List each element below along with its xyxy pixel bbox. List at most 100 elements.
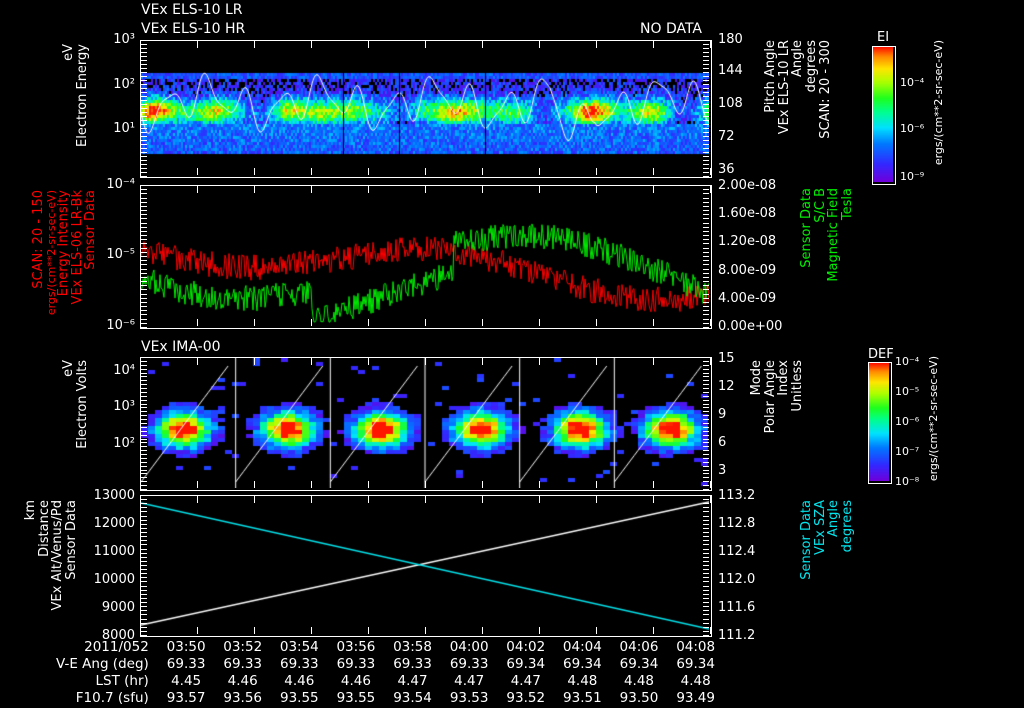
colorbar-ei-title: EI bbox=[877, 30, 890, 45]
time-row-label: 2011/052 bbox=[84, 638, 149, 655]
panel-sza-right-axis-label: Sensor Data VEx SZA Angle degrees bbox=[799, 500, 855, 580]
data-row-2-cell: 93.57 bbox=[166, 689, 206, 706]
time-row-cell: 04:00 bbox=[449, 638, 489, 655]
data-row-0-cell: 69.33 bbox=[336, 655, 376, 672]
table-row: F10.7 (sfu) 93.57 93.56 93.55 93.55 93.54 93.5… bbox=[0, 689, 724, 706]
panel-els10-ytick-0: 10³ bbox=[113, 32, 135, 47]
time-row-cell: 03:58 bbox=[393, 638, 432, 655]
data-row-2-cell: 93.52 bbox=[506, 689, 546, 706]
panel-els10-ytick-r-3: 72 bbox=[718, 129, 735, 144]
panel-els10-title-hr: VEx ELS-10 HR bbox=[141, 21, 246, 37]
time-data-table: 2011/052 03:50 03:52 03:54 03:56 03:58 04:00 04… bbox=[0, 638, 724, 706]
data-row-2-cell: 93.54 bbox=[393, 689, 432, 706]
panel-els06-ytick-r-3: 8.00e-09 bbox=[718, 263, 777, 278]
data-row-2-cell: 93.50 bbox=[619, 689, 659, 706]
panel-alt-ytick-0: 13000 bbox=[93, 488, 135, 503]
time-row-cell: 03:56 bbox=[336, 638, 376, 655]
data-row-0-cell: 69.33 bbox=[223, 655, 263, 672]
data-row-1-cell: 4.47 bbox=[454, 672, 485, 689]
panel-sza-ytick-5: 111.2 bbox=[718, 628, 756, 643]
panel-sza-ytick-3: 112.0 bbox=[718, 572, 756, 587]
panel-ima00-right-axis-label: Mode Polar Angle Index Unitless bbox=[749, 360, 805, 434]
data-row-0-cell: 69.34 bbox=[506, 655, 546, 672]
panel-alt-ytick-1: 12000 bbox=[93, 516, 135, 531]
data-row-2-cell: 93.55 bbox=[336, 689, 376, 706]
colorbar-ei-unit-label: ergs/(cm**2-sr-sec-eV) bbox=[932, 40, 945, 166]
colorbar-def-unit-label: ergs/(cm**2-sr-sec-eV) bbox=[927, 356, 940, 482]
panel-els10-right-axis-label: Pitch Angle VEx ELS-10 LR Angle degrees … bbox=[763, 40, 833, 139]
time-row-cell: 04:02 bbox=[506, 638, 546, 655]
data-row-1-cell: 4.45 bbox=[171, 672, 202, 689]
data-row-0-label: V-E Ang (deg) bbox=[56, 655, 149, 672]
panel-ima00-ytick-1: 10³ bbox=[113, 399, 135, 414]
panel-els06-ytick-r-4: 4.00e-09 bbox=[718, 291, 777, 306]
time-row-cell: 03:50 bbox=[166, 638, 206, 655]
colorbar-def-tick-2: 10⁻⁶ bbox=[895, 415, 920, 428]
table-row: LST (hr) 4.45 4.46 4.46 4.46 4.47 4.47 4.47 4.48… bbox=[0, 672, 724, 689]
panel-alt-ytick-4: 9000 bbox=[101, 600, 135, 615]
table-row: V-E Ang (deg) 69.33 69.33 69.33 69.33 69.33 69… bbox=[0, 655, 724, 672]
panel-sza-ytick-4: 111.6 bbox=[718, 600, 756, 615]
data-row-1-cell: 4.47 bbox=[397, 672, 428, 689]
panel-ima00-ytick-r-3: 6 bbox=[718, 435, 727, 450]
panel-els06-ytick-1: 10⁻⁵ bbox=[106, 247, 135, 262]
colorbar-def-tick-4: 10⁻⁸ bbox=[895, 475, 920, 488]
panel-alt-sza-plot[interactable] bbox=[140, 495, 712, 637]
colorbar-def bbox=[868, 362, 892, 484]
data-row-1-cell: 4.46 bbox=[284, 672, 315, 689]
panel-els06-plot[interactable] bbox=[140, 185, 712, 329]
panel-els06-ytick-r-5: 0.00e+00 bbox=[718, 319, 783, 334]
panel-els10-ytick-1: 10² bbox=[113, 77, 135, 92]
panel-alt-ytick-5: 8000 bbox=[101, 628, 135, 643]
data-row-0-cell: 69.33 bbox=[279, 655, 319, 672]
panel-els06-ytick-2: 10⁻⁶ bbox=[106, 318, 135, 333]
data-row-0-cell: 69.33 bbox=[449, 655, 489, 672]
panel-ima00-ytick-r-1: 12 bbox=[718, 379, 735, 394]
panel-ima00-title: VEx IMA-00 bbox=[141, 339, 221, 355]
data-row-2-cell: 93.55 bbox=[279, 689, 319, 706]
panel-els06-ytick-r-1: 1.60e-08 bbox=[718, 206, 777, 221]
panel-els10-left-axis-label: Electron Energy eV bbox=[61, 44, 90, 147]
colorbar-def-tick-1: 10⁻⁵ bbox=[895, 385, 920, 398]
panel-els10-ytick-r-2: 108 bbox=[718, 96, 743, 111]
data-row-0-cell: 69.33 bbox=[166, 655, 206, 672]
time-row-cell: 04:06 bbox=[619, 638, 659, 655]
colorbar-def-tick-0: 10⁻⁴ bbox=[895, 355, 920, 368]
panel-els10-ytick-r-1: 144 bbox=[718, 63, 743, 78]
panel-ima00-ytick-r-2: 9 bbox=[718, 407, 727, 422]
panel-els10-nodata-label: NO DATA bbox=[640, 21, 703, 37]
panel-ima00-plot[interactable] bbox=[140, 357, 712, 491]
data-row-1-cell: 4.47 bbox=[510, 672, 541, 689]
data-row-1-cell: 4.48 bbox=[623, 672, 654, 689]
data-row-2-cell: 93.53 bbox=[449, 689, 489, 706]
panel-sza-ytick-2: 112.4 bbox=[718, 544, 756, 559]
panel-els10-plot[interactable] bbox=[140, 40, 712, 178]
panel-sza-ytick-1: 112.8 bbox=[718, 516, 756, 531]
data-row-2-cell: 93.51 bbox=[563, 689, 602, 706]
panel-alt-ytick-3: 10000 bbox=[93, 572, 135, 587]
table-row: 2011/052 03:50 03:52 03:54 03:56 03:58 04:00 04… bbox=[0, 638, 724, 655]
panel-els10-ytick-r-4: 36 bbox=[718, 162, 735, 177]
data-row-2-cell: 93.56 bbox=[223, 689, 263, 706]
data-row-1-cell: 4.48 bbox=[680, 672, 711, 689]
colorbar-ei bbox=[872, 46, 896, 185]
data-row-1-cell: 4.48 bbox=[567, 672, 598, 689]
time-row-cell: 04:08 bbox=[676, 638, 716, 655]
data-row-0-cell: 69.34 bbox=[563, 655, 602, 672]
panel-ima00-ytick-0: 10⁴ bbox=[113, 363, 135, 378]
panel-els10-ytick-2: 10¹ bbox=[113, 121, 135, 136]
data-row-0-cell: 69.34 bbox=[619, 655, 659, 672]
panel-ima00-left-axis-label: Electron Volts eV bbox=[61, 360, 90, 449]
data-row-0-cell: 69.34 bbox=[676, 655, 715, 672]
colorbar-def-tick-3: 10⁻⁷ bbox=[895, 445, 920, 458]
time-row-cell: 04:04 bbox=[562, 638, 602, 655]
data-row-1-cell: 4.46 bbox=[227, 672, 258, 689]
colorbar-ei-tick-2: 10⁻⁹ bbox=[900, 170, 925, 183]
panel-ima00-ytick-r-0: 15 bbox=[718, 351, 735, 366]
data-row-2-label: F10.7 (sfu) bbox=[75, 689, 149, 706]
panel-els06-ytick-r-2: 1.20e-08 bbox=[718, 234, 777, 249]
data-row-1-label: LST (hr) bbox=[95, 672, 149, 689]
panel-els06-right-axis-label: Sensor Data S/C B Magnetic Field Tesla bbox=[799, 188, 855, 282]
panel-els06-ytick-0: 10⁻⁴ bbox=[106, 177, 135, 192]
data-row-0-cell: 69.33 bbox=[393, 655, 432, 672]
